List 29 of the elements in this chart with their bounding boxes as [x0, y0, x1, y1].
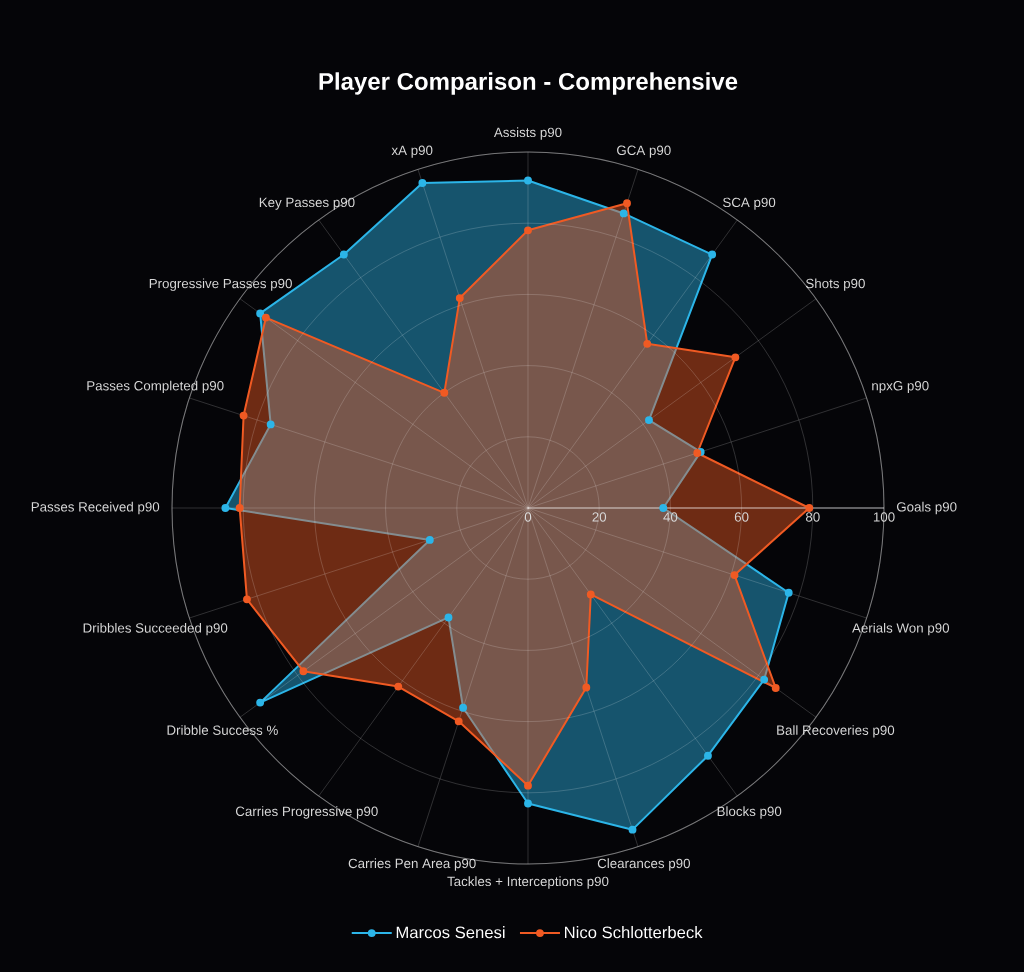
y-tick-label: 0	[524, 512, 532, 522]
spoke-label: Goals p90	[896, 501, 957, 515]
spoke-label: SCA p90	[723, 197, 776, 210]
spoke-label: Carries Pen Area p90	[348, 858, 476, 871]
spoke-label: Key Passes p90	[259, 197, 355, 210]
chart-title: Player Comparison - Comprehensive	[319, 72, 738, 95]
y-tick-label: 60	[734, 512, 749, 522]
spoke-label: Aerials Won p90	[852, 622, 950, 636]
spoke-label: Tackles + Interceptions p90	[447, 876, 609, 889]
spoke-label: Progressive Passes p90	[149, 278, 292, 291]
spoke-label: xA p90	[391, 145, 433, 158]
y-tick-label: 80	[805, 512, 820, 522]
spoke-label: Assists p90	[493, 127, 562, 140]
spoke-label: Passes Received p90	[31, 501, 160, 515]
y-tick-label: 100	[873, 512, 895, 522]
spoke-label: Shots p90	[805, 278, 865, 291]
legend-label: Nico Schlotterbeck	[565, 926, 703, 939]
spoke-label: Carries Progressive p90	[235, 806, 378, 819]
y-tick-label: 20	[592, 512, 607, 522]
spoke-label: Passes Completed p90	[87, 380, 224, 394]
spoke-label: npxG p90	[872, 381, 929, 394]
spoke-label: Clearances p90	[597, 858, 690, 871]
spoke-label: GCA p90	[617, 145, 671, 158]
spoke-label: Dribbles Succeeded p90	[83, 622, 228, 636]
spoke-label: Ball Recoveries p90	[777, 725, 895, 738]
spoke-label: Blocks p90	[717, 806, 782, 819]
spoke-label: Dribble Success %	[167, 725, 278, 735]
y-tick-label: 40	[663, 512, 678, 522]
legend-label: Marcos Senesi	[396, 926, 505, 939]
